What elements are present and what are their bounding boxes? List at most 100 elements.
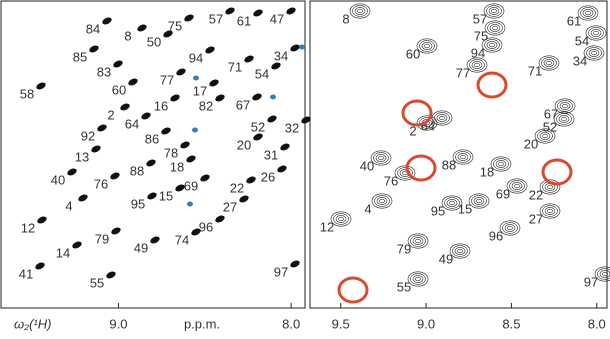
peak-contour bbox=[515, 184, 520, 188]
highlight-circle bbox=[339, 278, 367, 302]
x-tick-label: 8.0 bbox=[282, 316, 300, 331]
peak-contour bbox=[380, 199, 385, 203]
peak bbox=[204, 45, 216, 55]
peak-contour bbox=[475, 63, 480, 67]
peak bbox=[289, 43, 301, 53]
peak-label: 12 bbox=[320, 219, 334, 234]
peak bbox=[214, 93, 226, 103]
peak-contour bbox=[490, 24, 500, 31]
peak-label: 61 bbox=[567, 13, 581, 28]
peak-contour bbox=[586, 11, 591, 15]
peak bbox=[199, 173, 211, 183]
peak-contour bbox=[379, 156, 384, 160]
peak-contour bbox=[512, 182, 522, 189]
peak bbox=[208, 78, 220, 88]
peak-label: 52 bbox=[251, 119, 265, 134]
peak-label: 31 bbox=[264, 147, 278, 162]
peak bbox=[175, 67, 187, 77]
peak-label: 85 bbox=[73, 49, 87, 64]
peak-contour bbox=[450, 201, 455, 205]
peak-label: 60 bbox=[406, 46, 420, 61]
peak-label: 57 bbox=[473, 11, 487, 26]
peak-label: 82 bbox=[199, 98, 213, 113]
peak-label: 40 bbox=[360, 158, 374, 173]
peak-contour bbox=[458, 249, 463, 253]
peak bbox=[35, 81, 47, 91]
units-label: p.p.m. bbox=[184, 316, 220, 331]
peak-contour bbox=[559, 115, 569, 122]
peak bbox=[289, 259, 301, 269]
peak bbox=[77, 193, 89, 203]
peak bbox=[245, 175, 257, 185]
peak-label: 79 bbox=[95, 231, 109, 246]
peak-label: 96 bbox=[199, 219, 213, 234]
peak-contour bbox=[440, 116, 445, 120]
peak-contour bbox=[594, 31, 599, 35]
peak-label: 54 bbox=[575, 33, 589, 48]
blue-peak bbox=[299, 45, 305, 50]
peak-label: 40 bbox=[51, 172, 65, 187]
peak bbox=[110, 226, 122, 236]
peak-label: 18 bbox=[170, 159, 184, 174]
peak-contour bbox=[350, 4, 370, 18]
peak-label: 34 bbox=[573, 53, 587, 68]
peak-label: 94 bbox=[189, 50, 203, 65]
peak-label: 13 bbox=[75, 149, 89, 164]
peak-label: 12 bbox=[21, 220, 35, 235]
peak bbox=[169, 93, 181, 103]
peak bbox=[71, 240, 83, 250]
peak-label: 84 bbox=[86, 21, 100, 36]
peak-label: 49 bbox=[439, 251, 453, 266]
peak bbox=[127, 77, 139, 87]
peak-label: 64 bbox=[125, 116, 139, 131]
peak bbox=[276, 164, 288, 174]
peak-label: 58 bbox=[20, 86, 34, 101]
panel-frame bbox=[310, 1, 607, 308]
peak-label: 17 bbox=[193, 83, 207, 98]
peak bbox=[136, 23, 148, 33]
peak-contour bbox=[496, 160, 506, 167]
peak-label: 55 bbox=[397, 279, 411, 294]
peak bbox=[279, 142, 291, 152]
peak-contour bbox=[562, 117, 567, 121]
peak-label: 60 bbox=[112, 82, 126, 97]
peak bbox=[109, 171, 121, 181]
peak-contour bbox=[489, 7, 499, 14]
peak-label: 34 bbox=[274, 48, 288, 63]
peak-contour bbox=[592, 51, 597, 55]
peak-contour bbox=[355, 7, 365, 14]
peak-label: 71 bbox=[528, 63, 542, 78]
peak-contour bbox=[493, 26, 498, 30]
peak bbox=[224, 6, 236, 16]
peak-label: 74 bbox=[175, 232, 189, 247]
peak-label: 8 bbox=[342, 11, 349, 26]
peak bbox=[105, 270, 117, 280]
axis-label: ω₂(¹H) bbox=[14, 316, 51, 331]
peak-label: 97 bbox=[274, 264, 288, 279]
peak-contour bbox=[583, 9, 593, 16]
peak bbox=[146, 191, 158, 201]
blue-peak bbox=[270, 95, 276, 100]
peak-contour bbox=[461, 155, 466, 159]
peak-label: 41 bbox=[19, 266, 33, 281]
peak bbox=[160, 126, 172, 136]
peak-label: 61 bbox=[237, 13, 251, 28]
x-tick-label: 9.5 bbox=[332, 316, 350, 331]
peak-label: 97 bbox=[584, 274, 598, 289]
peak-contour bbox=[547, 61, 552, 65]
peak-label: 54 bbox=[255, 66, 269, 81]
peak-contour bbox=[416, 277, 421, 281]
peak-label: 20 bbox=[524, 136, 538, 151]
peak-contour bbox=[548, 209, 553, 213]
peak-label: 4 bbox=[364, 201, 371, 216]
peak bbox=[149, 235, 161, 245]
peak bbox=[243, 54, 255, 64]
peak-label: 76 bbox=[384, 173, 398, 188]
peak-label: 57 bbox=[209, 11, 223, 26]
peak bbox=[88, 44, 100, 54]
peak-contour bbox=[474, 197, 484, 204]
peak-label: 27 bbox=[529, 211, 543, 226]
peak-label: 49 bbox=[134, 240, 148, 255]
peak-label: 14 bbox=[56, 245, 70, 260]
